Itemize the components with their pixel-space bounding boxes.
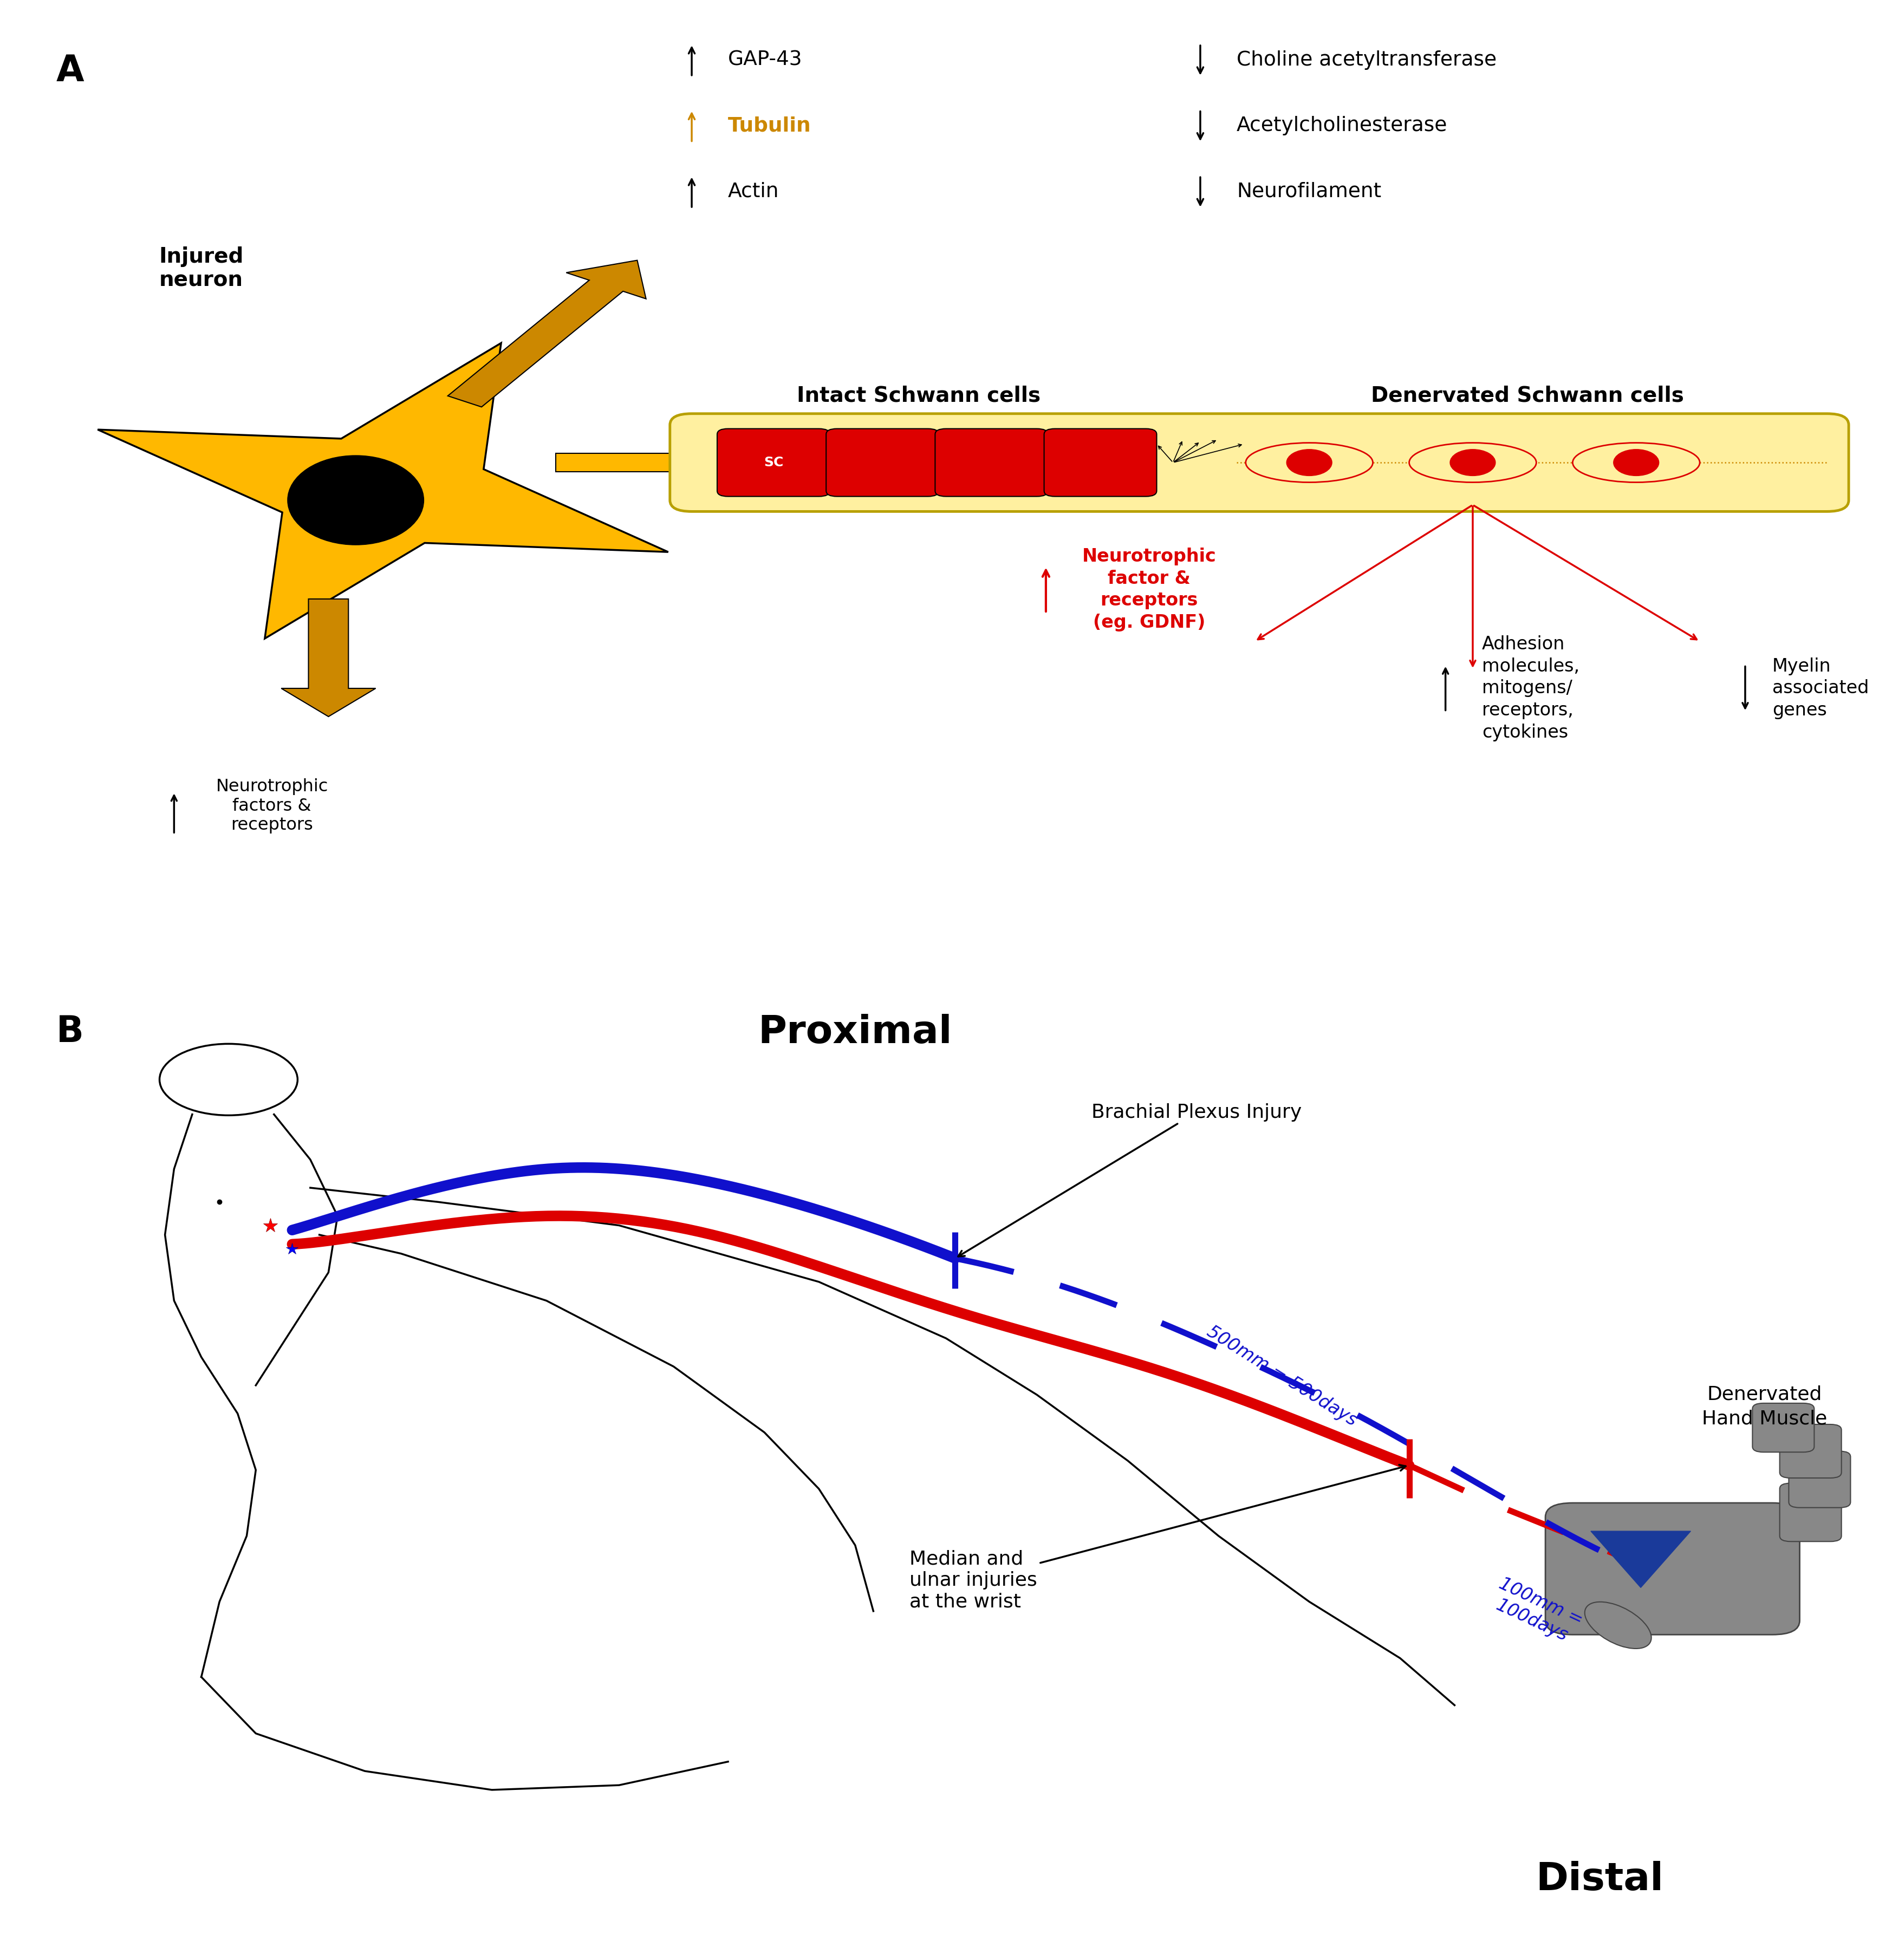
Ellipse shape [1245,443,1374,482]
FancyBboxPatch shape [1780,1484,1841,1541]
Text: Denervated Schwann cells: Denervated Schwann cells [1370,386,1684,406]
Text: Neurotrophic
factors &
receptors: Neurotrophic factors & receptors [216,778,327,833]
Polygon shape [98,343,668,639]
Text: Tubulin: Tubulin [728,116,812,135]
Ellipse shape [1572,443,1699,482]
FancyBboxPatch shape [827,429,938,496]
Text: Brachial Plexus Injury: Brachial Plexus Injury [957,1103,1302,1256]
Text: 100mm =
100days: 100mm = 100days [1487,1574,1585,1648]
Text: Myelin
associated
genes: Myelin associated genes [1773,657,1869,719]
Text: SC: SC [764,457,783,468]
Text: 500mm = 500days: 500mm = 500days [1203,1323,1360,1429]
FancyBboxPatch shape [935,429,1048,496]
Text: A: A [57,53,83,88]
Text: Neurotrophic
factor &
receptors
(eg. GDNF): Neurotrophic factor & receptors (eg. GDN… [1082,547,1217,631]
Text: Proximal: Proximal [759,1013,952,1051]
FancyBboxPatch shape [1788,1450,1850,1507]
Text: Acetylcholinesterase: Acetylcholinesterase [1237,116,1447,135]
Text: Choline acetyltransferase: Choline acetyltransferase [1237,51,1497,71]
Ellipse shape [1585,1601,1652,1648]
Polygon shape [1591,1531,1691,1588]
Text: Neurofilament: Neurofilament [1237,182,1381,202]
FancyBboxPatch shape [1546,1503,1799,1635]
Text: Distal: Distal [1536,1860,1663,1897]
FancyBboxPatch shape [670,414,1848,512]
Text: Injured
neuron: Injured neuron [159,247,244,290]
Ellipse shape [1449,449,1495,476]
Ellipse shape [288,455,424,545]
Ellipse shape [1614,449,1659,476]
FancyBboxPatch shape [1780,1425,1841,1478]
Text: GAP-43: GAP-43 [728,51,802,71]
Text: Median and
ulnar injuries
at the wrist: Median and ulnar injuries at the wrist [910,1464,1406,1611]
FancyBboxPatch shape [717,429,831,496]
Text: B: B [57,1013,83,1049]
FancyBboxPatch shape [1044,429,1156,496]
Polygon shape [282,600,377,717]
Text: Adhesion
molecules,
mitogens/
receptors,
cytokines: Adhesion molecules, mitogens/ receptors,… [1481,635,1580,741]
Circle shape [159,1045,297,1115]
FancyBboxPatch shape [1752,1403,1814,1452]
Polygon shape [556,453,700,472]
Ellipse shape [1410,443,1536,482]
Polygon shape [448,261,645,408]
Text: Actin: Actin [728,182,780,202]
Text: Denervated
Hand Muscle: Denervated Hand Muscle [1701,1386,1828,1429]
Ellipse shape [1287,449,1332,476]
Text: Intact Schwann cells: Intact Schwann cells [797,386,1041,406]
